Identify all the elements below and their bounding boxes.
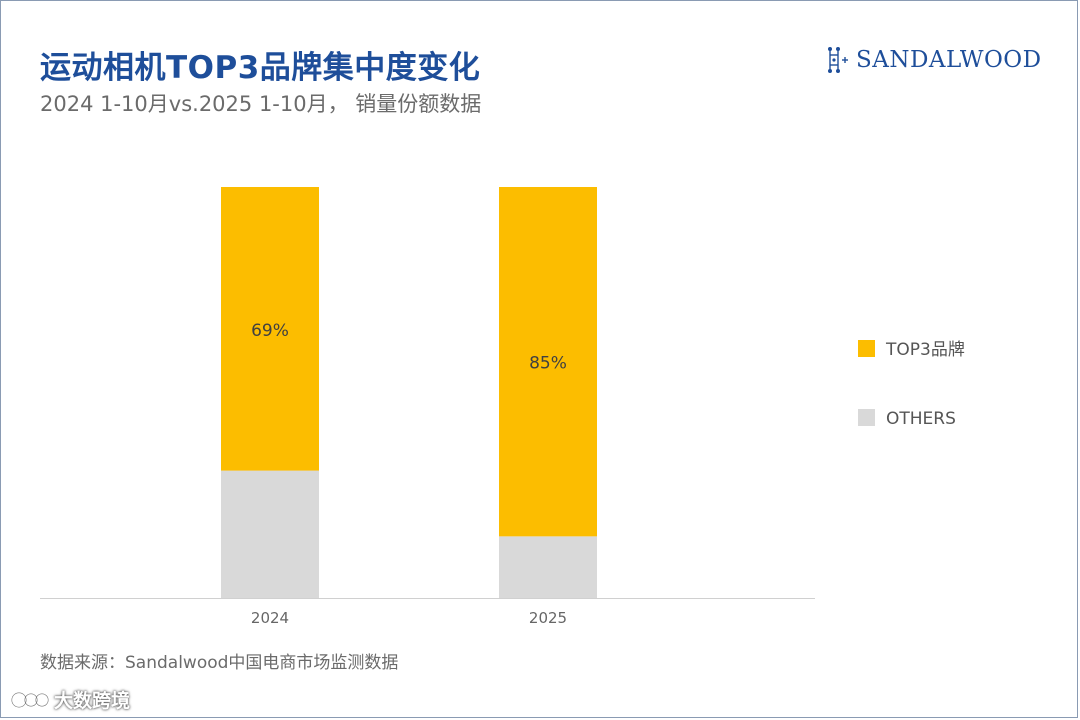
brand-logo: SANDALWOOD bbox=[826, 44, 1042, 76]
bar-2024-top3 bbox=[221, 187, 319, 471]
watermark: 大数跨境 bbox=[10, 686, 130, 713]
data-source-note: 数据来源：Sandalwood中国电商市场监测数据 bbox=[40, 653, 399, 673]
legend-swatch-others bbox=[858, 409, 875, 426]
bar-2025-others bbox=[499, 536, 597, 598]
x-tick-label-2025: 2025 bbox=[529, 609, 567, 627]
watermark-text: 大数跨境 bbox=[54, 690, 131, 712]
x-tick-label-2024: 2024 bbox=[251, 609, 289, 627]
sandalwood-logo-icon bbox=[828, 47, 848, 73]
legend-swatch-top3 bbox=[858, 340, 875, 357]
legend-label-top3: TOP3品牌 bbox=[885, 340, 965, 360]
data-label-2024: 69% bbox=[251, 321, 289, 341]
page-subtitle: 2024 1-10月vs.2025 1-10月， 销量份额数据 bbox=[40, 92, 482, 116]
brand-name: SANDALWOOD bbox=[856, 47, 1042, 73]
bar-2024-others bbox=[221, 470, 319, 598]
data-label-2025: 85% bbox=[529, 354, 567, 374]
stacked-bar-chart: 69% 85% 2024 2025 TOP3品牌 OTHERS bbox=[40, 187, 965, 627]
bar-2025-top3 bbox=[499, 187, 597, 537]
watermark-logo-icon bbox=[11, 692, 49, 707]
legend-label-others: OTHERS bbox=[886, 409, 956, 429]
page-title: 运动相机TOP3品牌集中度变化 bbox=[40, 50, 481, 86]
